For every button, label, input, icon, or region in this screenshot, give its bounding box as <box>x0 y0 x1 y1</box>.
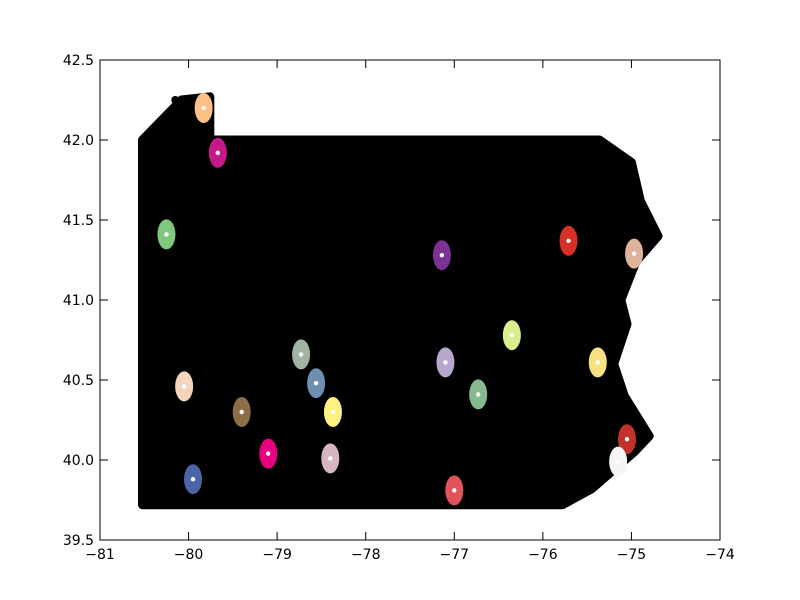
cluster-centroid-19 <box>615 459 621 464</box>
cluster-centroid-9 <box>298 352 304 357</box>
cluster-centroid-4 <box>566 238 571 243</box>
x-tick-label-4: −77 <box>440 547 470 563</box>
y-tick-label-0: 39.5 <box>63 533 94 549</box>
x-tick-label-5: −76 <box>528 547 558 563</box>
cluster-centroid-14 <box>239 409 244 415</box>
y-tick-label-1: 40.0 <box>63 453 94 469</box>
cluster-centroid-10 <box>313 381 319 386</box>
y-tick-label-2: 40.5 <box>63 373 94 389</box>
cluster-centroid-0 <box>201 105 206 111</box>
y-tick-label-6: 42.5 <box>63 53 94 69</box>
x-tick-label-7: −74 <box>705 547 735 563</box>
cluster-centroid-2 <box>164 232 169 237</box>
x-tick-label-1: −80 <box>174 547 204 563</box>
y-tick-label-4: 41.5 <box>63 213 94 229</box>
cluster-centroid-6 <box>509 333 515 338</box>
x-tick-label-3: −78 <box>351 547 381 563</box>
y-tick-label-3: 41.0 <box>63 293 94 309</box>
cluster-centroid-17 <box>190 477 196 482</box>
cluster-centroid-15 <box>328 456 333 461</box>
cluster-centroid-13 <box>181 384 187 389</box>
cluster-centroid-18 <box>624 437 630 442</box>
x-tick-label-6: −75 <box>617 547 647 563</box>
cluster-centroid-11 <box>476 392 481 397</box>
cluster-centroid-12 <box>330 409 336 415</box>
x-tick-label-2: −79 <box>262 547 292 563</box>
stray-point-0 <box>171 96 180 104</box>
ticks-layer: −81 −80 −79 −78 −77 −76 −75 −74 39.5 40.0 40.5 41.0… <box>63 53 735 563</box>
data-layer <box>138 92 663 510</box>
cluster-centroid-7 <box>443 360 448 365</box>
x-tick-label-0: −81 <box>85 547 115 563</box>
y-tick-label-5: 42.0 <box>63 133 94 149</box>
cluster-centroid-5 <box>631 251 637 256</box>
cluster-centroid-3 <box>439 253 445 258</box>
cluster-centroid-1 <box>215 150 220 155</box>
cluster-centroid-20 <box>452 488 457 493</box>
cluster-centroid-8 <box>595 360 600 365</box>
cluster-centroid-16 <box>266 451 271 456</box>
